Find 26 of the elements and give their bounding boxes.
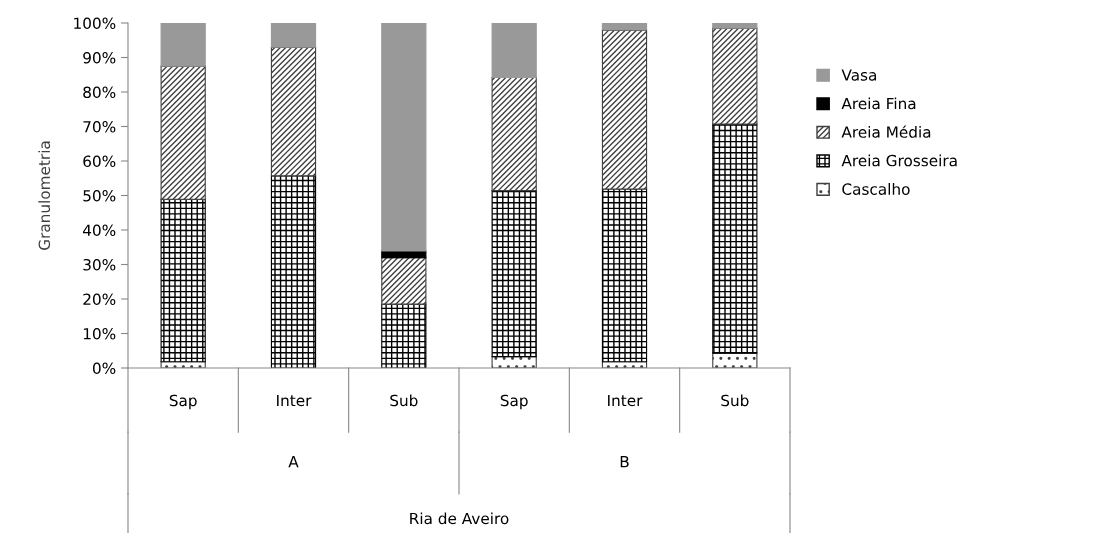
x-tick-label: Inter xyxy=(608,394,643,407)
legend-label: Areia Média xyxy=(841,125,931,138)
y-tick-label: 10% xyxy=(83,327,116,340)
x-tick-label: Sap xyxy=(169,394,197,410)
y-tick-label: 70% xyxy=(83,120,116,133)
x-tick-label: Sap xyxy=(500,394,528,410)
text: Ria de Aveiro xyxy=(410,512,509,525)
y-tick-label: 80% xyxy=(83,86,116,99)
legend-label: Areia Fina xyxy=(841,97,916,110)
y-tick-label: 0% xyxy=(92,362,116,375)
text: A xyxy=(288,456,299,468)
legend-label: Cascalho xyxy=(842,183,910,195)
text: B xyxy=(620,456,629,468)
x-tick-label: Sub xyxy=(721,394,749,407)
y-tick-label: 100% xyxy=(74,17,116,30)
legend-label: Areia Grosseira xyxy=(841,154,957,167)
y-tick-label: 20% xyxy=(83,293,116,306)
x-tick-label: Inter xyxy=(277,394,312,407)
y-tick-label: 50% xyxy=(83,189,116,202)
y-tick-label: 40% xyxy=(82,224,116,237)
y-tick-label: 90% xyxy=(83,51,116,64)
y-tick-label: 30% xyxy=(83,258,116,271)
y-axis-title: Granulometria xyxy=(38,141,51,250)
x-tick-label: Sub xyxy=(390,394,418,407)
y-tick-label: 60% xyxy=(83,155,116,168)
legend-label: Vasa xyxy=(841,69,876,81)
